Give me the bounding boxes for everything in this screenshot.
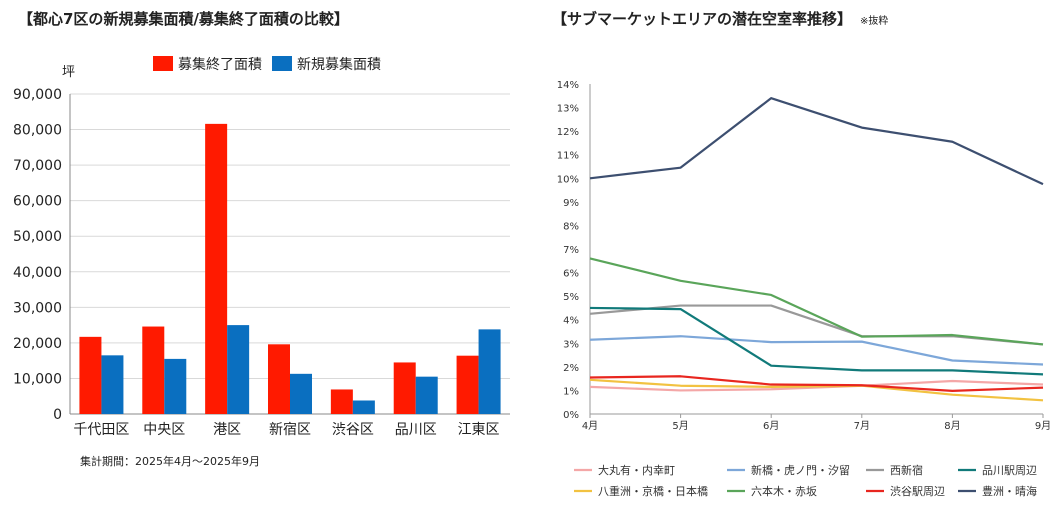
- y-tick-label: 90,000: [13, 87, 62, 103]
- bar-new-2: [227, 325, 250, 414]
- y-tick-label: 4%: [563, 316, 579, 327]
- legend-label: 渋谷駅周辺: [890, 485, 945, 498]
- bar-chart: 0 10,000 20,000 30,000 40,000 50,000 60,000 70,…: [13, 56, 510, 438]
- bar-new-3: [290, 373, 312, 414]
- y-tick-label: 60,000: [13, 194, 62, 210]
- legend-label: 大丸有・内幸町: [598, 463, 675, 477]
- y-tick-label: 30,000: [13, 300, 62, 316]
- bar-ended-6: [456, 355, 479, 414]
- y-tick-label: 0: [53, 407, 62, 423]
- legend-label: 募集終了面積: [178, 56, 262, 73]
- y-tick-label: 5%: [563, 292, 579, 303]
- x-tick-label: 江東区: [458, 422, 500, 438]
- legend-label: 新橋・虎ノ門・汐留: [751, 463, 850, 477]
- y-tick-label: 9%: [563, 198, 579, 209]
- bar-ended-4: [330, 389, 353, 414]
- legend-label: 品川駅周辺: [982, 464, 1037, 477]
- series-line-2: [589, 304, 1044, 346]
- series-line-7: [589, 97, 1044, 186]
- x-tick-label: 品川区: [395, 422, 437, 438]
- bar-new-4: [352, 400, 375, 414]
- y-tick-label: 3%: [563, 339, 579, 350]
- y-tick-label: 10%: [557, 174, 579, 185]
- bar-new-6: [478, 329, 501, 414]
- legend-swatch: [272, 56, 292, 71]
- bar-new-5: [415, 376, 438, 414]
- y-tick-label: 70,000: [13, 158, 62, 174]
- x-tick-label: 7月: [854, 420, 870, 432]
- y-tick-label: 80,000: [13, 123, 62, 139]
- x-tick-label: 新宿区: [269, 421, 311, 438]
- series-line-4: [589, 378, 1044, 402]
- x-tick-label: 8月: [944, 420, 960, 432]
- y-tick-label: 1%: [563, 386, 579, 397]
- y-tick-label: 20,000: [13, 336, 62, 352]
- y-tick-label: 7%: [563, 245, 579, 256]
- bar-new-1: [164, 358, 187, 414]
- legend-label: 西新宿: [890, 463, 923, 477]
- y-tick-label: 2%: [563, 363, 579, 374]
- x-tick-label: 5月: [672, 420, 688, 432]
- y-axis-unit: 坪: [62, 65, 75, 80]
- bar-ended-3: [268, 344, 290, 414]
- right-chart-subtitle: ※抜粋: [860, 16, 889, 27]
- y-tick-label: 50,000: [13, 229, 62, 245]
- legend-label: 豊洲・晴海: [982, 484, 1037, 498]
- bar-ended-1: [142, 326, 165, 414]
- legend-swatch: [153, 56, 173, 71]
- series-line-1: [589, 335, 1044, 366]
- x-tick-label: 千代田区: [73, 422, 129, 438]
- x-tick-label: 港区: [213, 422, 241, 438]
- legend-label: 八重洲・京橋・日本橋: [598, 484, 708, 498]
- y-tick-label: 8%: [563, 221, 579, 232]
- right-chart-title-text: 【サブマーケットエリアの潜在空室率推移】: [552, 10, 853, 28]
- y-tick-label: 0%: [563, 410, 579, 421]
- series-line-0: [589, 379, 1044, 392]
- x-tick-label: 4月: [582, 420, 598, 432]
- y-tick-label: 6%: [563, 269, 579, 280]
- y-tick-label: 10,000: [13, 371, 62, 387]
- x-tick-label: 6月: [763, 420, 779, 432]
- aggregation-period-note: 集計期間：2025年4月～2025年9月: [80, 455, 260, 468]
- legend-label: 新規募集面積: [297, 56, 381, 73]
- x-tick-label: 9月: [1035, 420, 1051, 432]
- bar-ended-0: [79, 336, 102, 414]
- y-tick-label: 12%: [557, 127, 579, 138]
- series-line-5: [589, 257, 1044, 346]
- bar-ended-5: [393, 362, 416, 414]
- left-chart-title: 【都心7区の新規募集面積/募集終了面積の比較】: [18, 10, 349, 28]
- series-line-6: [589, 375, 1044, 392]
- y-tick-label: 13%: [557, 104, 579, 115]
- series-line-3: [589, 306, 1044, 376]
- x-tick-label: 渋谷区: [332, 422, 374, 438]
- bar-ended-2: [205, 123, 228, 414]
- right-chart-title: 【サブマーケットエリアの潜在空室率推移】 ※抜粋: [552, 8, 888, 29]
- y-tick-label: 11%: [557, 151, 579, 162]
- y-tick-label: 14%: [557, 80, 579, 91]
- legend-label: 六本木・赤坂: [751, 484, 817, 498]
- y-tick-label: 40,000: [13, 265, 62, 281]
- bar-new-0: [101, 355, 124, 414]
- x-tick-label: 中央区: [143, 422, 185, 438]
